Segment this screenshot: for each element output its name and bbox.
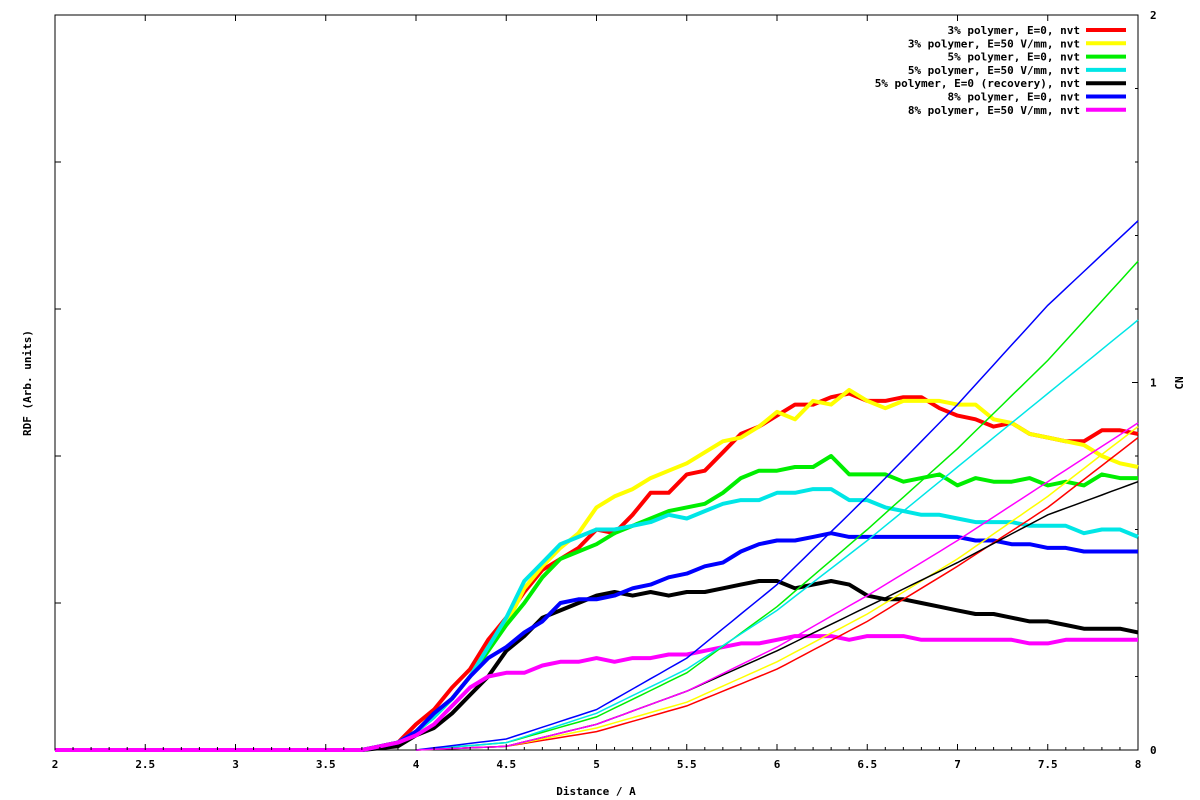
cn-lines: [415, 220, 1139, 751]
y-axis: [55, 161, 61, 604]
rdf-line-3-polymer-e-50-v-mm-nvt: [55, 387, 1139, 752]
y2-tick-label: 1: [1150, 377, 1157, 390]
cn-line-8-polymer-e-50-v-mm-nvt: [415, 422, 1139, 751]
cn-line-5-polymer-e-0-nvt: [415, 260, 1139, 751]
x-tick-label: 7.5: [1038, 758, 1058, 771]
x-axis: 2 2.5 3 3.5 4 4.5 5 5.5 6 6.5 7 7.5 8: [52, 15, 1142, 771]
legend-label: 5% polymer, E=0 (recovery), nvt: [875, 77, 1080, 90]
rdf-line-5-polymer-e-0-recovery-nvt: [55, 579, 1139, 752]
x-tick-label: 2.5: [135, 758, 155, 771]
y2-axis-label: CN: [1173, 376, 1186, 389]
x-tick-label: 3: [232, 758, 239, 771]
cn-line-8-polymer-e-0-nvt: [415, 220, 1139, 751]
y2-tick-label: 0: [1150, 744, 1157, 757]
x-tick-label: 4: [413, 758, 420, 771]
x-tick-label: 3.5: [316, 758, 336, 771]
x-tick-label: 5.5: [677, 758, 697, 771]
cn-line-3-polymer-e-50-v-mm-nvt: [415, 426, 1139, 751]
x-tick-label: 5: [593, 758, 600, 771]
x-axis-label: Distance / A: [556, 785, 636, 798]
x-tick-label: 4.5: [496, 758, 516, 771]
legend-label: 5% polymer, E=50 V/mm, nvt: [908, 64, 1080, 77]
rdf-lines: [55, 387, 1139, 752]
y-axis-label: RDF (Arb. units): [21, 330, 34, 436]
rdf-line-8-polymer-e-50-v-mm-nvt: [55, 634, 1138, 752]
legend-label: 3% polymer, E=0, nvt: [948, 24, 1080, 37]
y2-axis: 0 1 2: [1132, 9, 1157, 757]
x-tick-label: 7: [954, 758, 961, 771]
x-tick-label: 2: [52, 758, 59, 771]
rdf-line-3-polymer-e-0-nvt: [55, 391, 1139, 752]
legend-label: 5% polymer, E=0, nvt: [948, 51, 1080, 64]
y2-tick-label: 2: [1150, 9, 1157, 22]
cn-line-5-polymer-e-50-v-mm-nvt: [415, 319, 1139, 751]
cn-line-5-polymer-e-0-recovery-nvt: [415, 480, 1139, 751]
rdf-line-5-polymer-e-0-nvt: [55, 454, 1138, 752]
x-tick-label: 6: [774, 758, 781, 771]
legend-label: 8% polymer, E=0, nvt: [948, 91, 1080, 104]
legend-label: 8% polymer, E=50 V/mm, nvt: [908, 104, 1080, 117]
legend-label: 3% polymer, E=50 V/mm, nvt: [908, 37, 1080, 50]
cn-line-3-polymer-e-0-nvt: [415, 437, 1139, 751]
x-tick-label: 6.5: [857, 758, 877, 771]
rdf-line-5-polymer-e-50-v-mm-nvt: [55, 487, 1139, 752]
x-tick-label: 8: [1135, 758, 1142, 771]
rdf-line-8-polymer-e-0-nvt: [55, 531, 1138, 752]
